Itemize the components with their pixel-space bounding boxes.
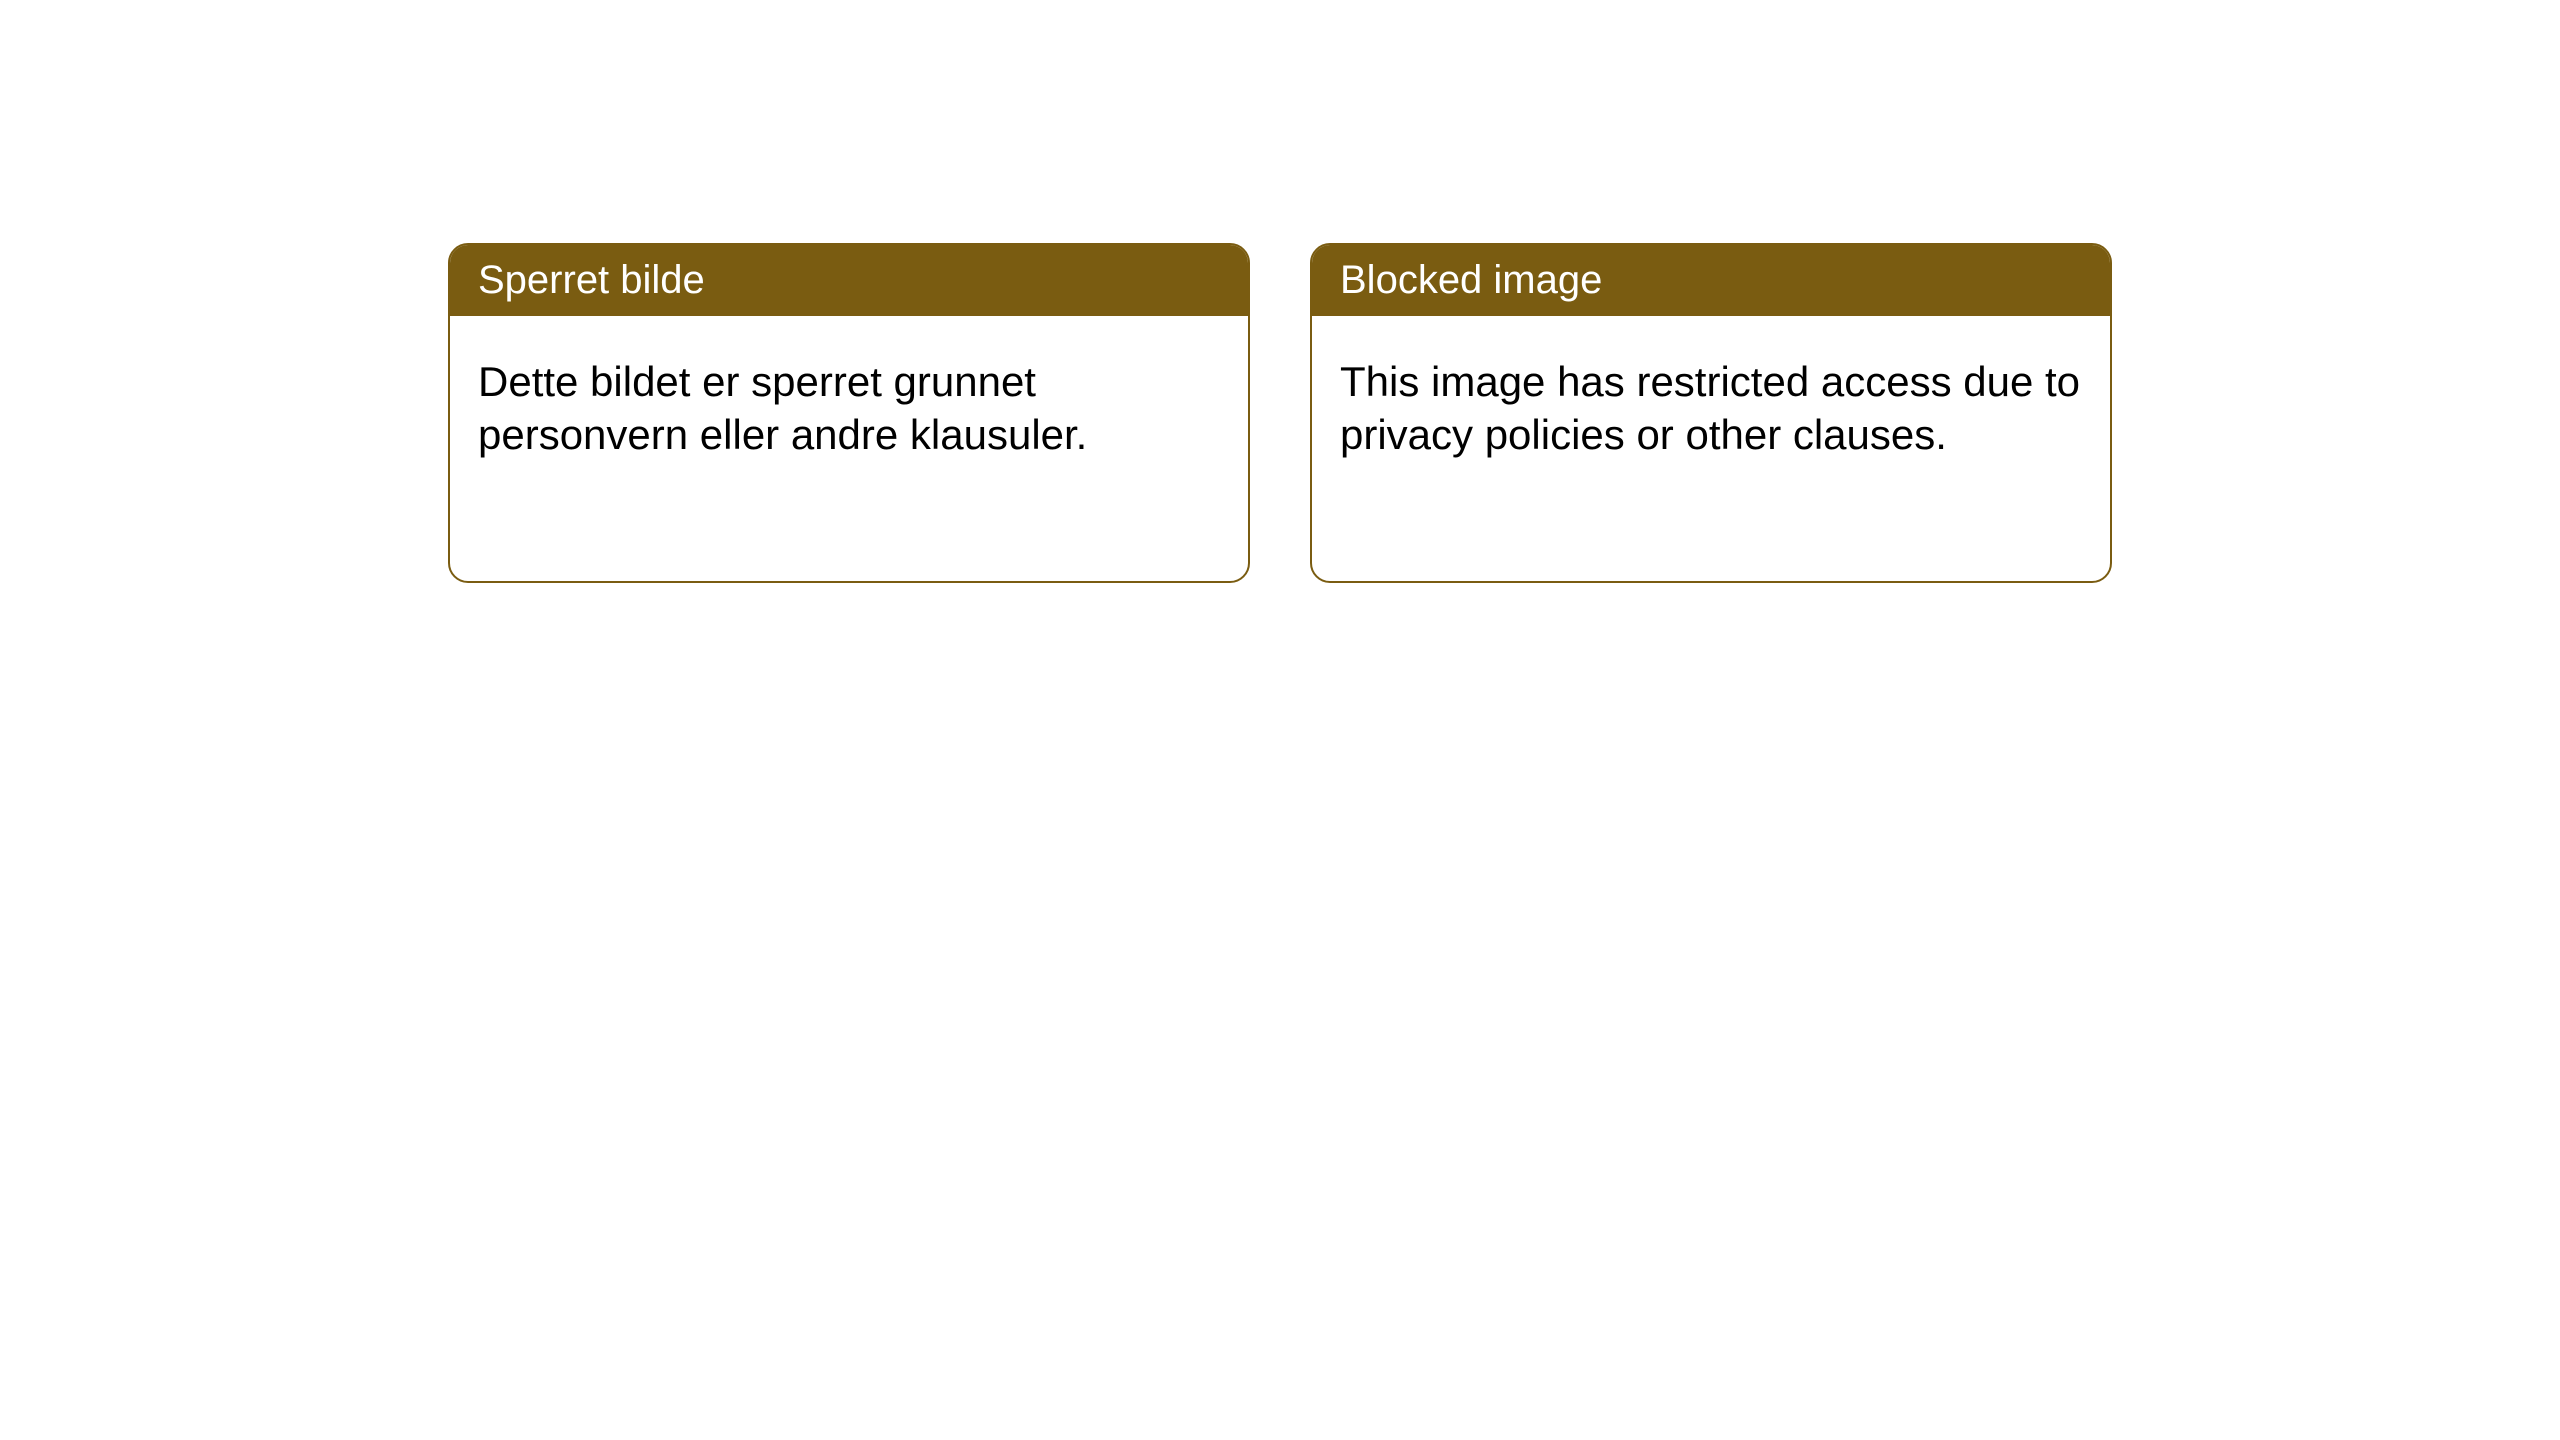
card-body: Dette bildet er sperret grunnet personve… xyxy=(450,316,1248,489)
notice-card-english: Blocked image This image has restricted … xyxy=(1310,243,2112,583)
notice-cards-container: Sperret bilde Dette bildet er sperret gr… xyxy=(0,0,2560,583)
notice-card-norwegian: Sperret bilde Dette bildet er sperret gr… xyxy=(448,243,1250,583)
card-body: This image has restricted access due to … xyxy=(1312,316,2110,489)
card-title: Sperret bilde xyxy=(450,245,1248,316)
card-title: Blocked image xyxy=(1312,245,2110,316)
